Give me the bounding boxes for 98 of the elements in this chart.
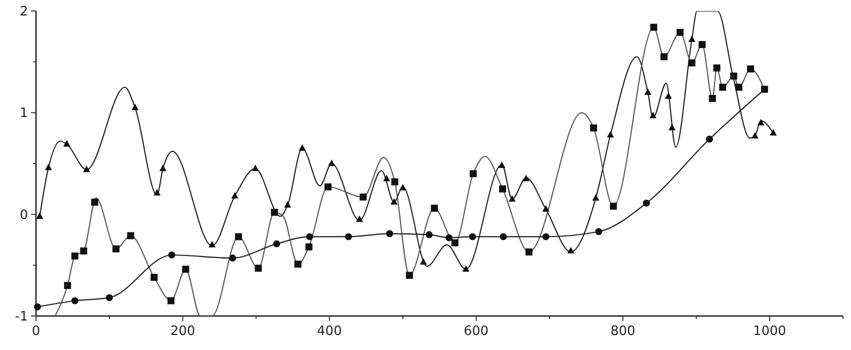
point bbox=[747, 65, 754, 72]
point bbox=[451, 239, 458, 246]
point bbox=[770, 129, 777, 136]
point bbox=[44, 164, 52, 170]
point bbox=[390, 198, 398, 205]
point bbox=[606, 131, 614, 138]
point bbox=[649, 112, 656, 118]
point bbox=[36, 212, 44, 219]
point bbox=[252, 164, 259, 172]
point bbox=[660, 53, 668, 60]
point bbox=[719, 84, 726, 91]
point bbox=[470, 170, 477, 178]
point bbox=[730, 72, 738, 80]
point bbox=[298, 144, 306, 151]
point bbox=[592, 194, 600, 201]
point bbox=[399, 184, 406, 190]
point bbox=[420, 258, 427, 265]
x-tick-label: 400 bbox=[317, 324, 342, 339]
point bbox=[127, 232, 134, 240]
point bbox=[508, 195, 516, 202]
point bbox=[542, 233, 550, 240]
point bbox=[154, 188, 161, 196]
point bbox=[71, 252, 78, 260]
point bbox=[426, 231, 433, 238]
point bbox=[254, 264, 262, 272]
point bbox=[644, 88, 652, 95]
point bbox=[498, 162, 506, 168]
x-tick-label: 1000 bbox=[753, 324, 786, 339]
point bbox=[345, 233, 352, 240]
x-tick-label: 600 bbox=[464, 324, 489, 339]
y-tick-label: -1 bbox=[15, 310, 28, 325]
point bbox=[406, 272, 413, 279]
point bbox=[610, 202, 617, 210]
point bbox=[132, 104, 139, 110]
point bbox=[688, 35, 696, 42]
point bbox=[273, 240, 280, 248]
point bbox=[650, 24, 658, 31]
point bbox=[231, 192, 238, 199]
point bbox=[708, 94, 716, 102]
point bbox=[63, 140, 70, 147]
point bbox=[270, 208, 278, 216]
point bbox=[688, 59, 696, 66]
point bbox=[208, 240, 216, 248]
y-tick-label: 1 bbox=[20, 106, 28, 122]
x-tick-label: 0 bbox=[32, 324, 40, 339]
point bbox=[735, 84, 742, 91]
point bbox=[324, 183, 332, 190]
point bbox=[284, 201, 292, 208]
point bbox=[360, 194, 367, 201]
point bbox=[234, 233, 242, 240]
point bbox=[668, 124, 676, 130]
point bbox=[590, 124, 598, 132]
point bbox=[106, 294, 113, 302]
point bbox=[328, 160, 336, 166]
x-tick-label: 800 bbox=[610, 324, 636, 339]
point bbox=[305, 243, 312, 250]
point bbox=[383, 174, 390, 182]
point bbox=[294, 260, 302, 268]
point bbox=[595, 228, 602, 236]
point bbox=[757, 118, 764, 126]
point bbox=[706, 136, 713, 143]
point bbox=[71, 297, 78, 304]
point bbox=[306, 233, 314, 240]
point bbox=[391, 178, 398, 186]
point bbox=[64, 282, 72, 289]
point bbox=[676, 28, 684, 36]
point bbox=[150, 274, 158, 281]
x-tick-label: 200 bbox=[170, 324, 196, 339]
point bbox=[112, 245, 120, 252]
point bbox=[499, 185, 506, 192]
point bbox=[526, 248, 533, 256]
point bbox=[698, 41, 706, 48]
y-tick-label: 2 bbox=[20, 4, 28, 20]
point bbox=[713, 64, 720, 72]
point bbox=[642, 200, 650, 207]
point bbox=[469, 233, 476, 240]
point bbox=[664, 92, 672, 99]
point bbox=[761, 86, 768, 93]
point bbox=[446, 234, 453, 242]
point bbox=[83, 166, 90, 172]
point bbox=[80, 247, 88, 254]
point bbox=[462, 265, 470, 272]
y-tick-label: 0 bbox=[20, 208, 28, 223]
point bbox=[500, 233, 507, 240]
point bbox=[567, 246, 574, 254]
point bbox=[522, 174, 530, 182]
point bbox=[430, 204, 438, 212]
point bbox=[167, 297, 174, 304]
point bbox=[168, 252, 176, 258]
point bbox=[751, 132, 758, 139]
point bbox=[34, 303, 41, 310]
point bbox=[229, 254, 236, 262]
point bbox=[542, 205, 550, 212]
point bbox=[182, 266, 190, 273]
point bbox=[91, 198, 98, 206]
point bbox=[356, 215, 364, 222]
point bbox=[386, 230, 394, 238]
point bbox=[159, 164, 166, 172]
